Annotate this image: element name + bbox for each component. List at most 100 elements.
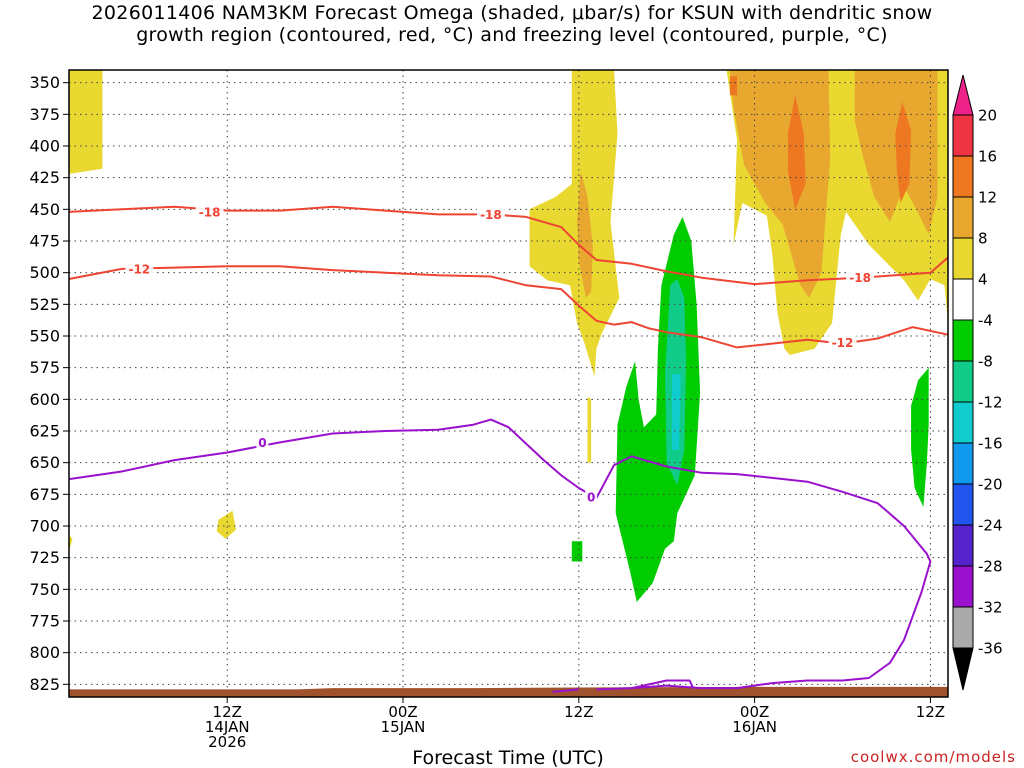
colorbar-label-8: 8 (978, 230, 988, 248)
colorbar-bin--28--24 (952, 524, 974, 567)
y-tick-label-675: 675 (29, 485, 60, 504)
grid-lines (69, 70, 948, 697)
omega-region-5 (577, 171, 593, 298)
chart-title-line1: 2026011406 NAM3KM Forecast Omega (shaded… (91, 2, 933, 24)
colorbar-label--12: -12 (978, 394, 1003, 412)
x-tick-label-26-0: 12Z (564, 703, 593, 721)
colorbar-label-12: 12 (978, 189, 997, 207)
x-tick-label-6-0: 12Z (213, 703, 242, 721)
contour-label-bg (476, 207, 505, 222)
y-axis: 350 375 400 425 450 475 500 525 550 575 600 625 650 6… (29, 73, 69, 694)
contour-label-0-1: 0 (587, 490, 595, 504)
omega-region-11 (730, 76, 737, 96)
y-tick-label-650: 650 (29, 453, 60, 472)
omega-region-16 (911, 367, 929, 507)
x-tick-label-46-0: 12Z (916, 703, 945, 721)
colorbar-bin-16-20 (952, 114, 974, 157)
contour--18-0 (68, 205, 949, 286)
ground-layer (69, 686, 948, 697)
x-tick-label-16-0: 00Z (388, 703, 417, 721)
chart-title-line2: growth region (contoured, red, °C) and f… (136, 24, 888, 46)
colorbar-bin--24--20 (952, 483, 974, 526)
contour-label-bg (256, 435, 269, 450)
chart-title: 2026011406 NAM3KM Forecast Omega (shaded… (0, 2, 1024, 46)
omega-region-10 (895, 101, 912, 203)
y-tick-label-575: 575 (29, 358, 60, 377)
y-tick-label-625: 625 (29, 422, 60, 441)
y-tick-label-700: 700 (29, 517, 60, 536)
y-tick-label-600: 600 (29, 390, 60, 409)
contour-label--12-0: -12 (128, 262, 150, 276)
y-tick-label-550: 550 (29, 327, 60, 346)
contour-label--18-1: -18 (480, 208, 502, 222)
colorbar-label--16: -16 (978, 435, 1003, 453)
colorbar-bin--12--8 (952, 360, 974, 403)
colorbar-overflow-low (952, 647, 974, 691)
colorbar-label--24: -24 (978, 517, 1003, 535)
contour--12-1 (68, 265, 949, 349)
x-axis-label: Forecast Time (UTC) (412, 747, 603, 768)
y-tick-label-350: 350 (29, 73, 60, 92)
contour-label-bg (585, 489, 598, 504)
colorbar-label--32: -32 (978, 599, 1003, 617)
colorbar-bin-8-12 (952, 196, 974, 239)
x-tick-label-6-1: 14JAN (205, 718, 250, 736)
y-tick-label-500: 500 (29, 263, 60, 282)
colorbar-overflow-high (952, 74, 974, 116)
colorbar-label-16: 16 (978, 148, 997, 166)
omega-region-8 (854, 70, 938, 235)
omega-region-3 (529, 70, 620, 377)
contour-label--18-2: -18 (849, 271, 871, 285)
x-tick-label-36-1: 16JAN (732, 718, 777, 736)
contour-label-0-0: 0 (258, 436, 266, 450)
y-tick-label-825: 825 (29, 675, 60, 694)
x-tick-label-36-0: 00Z (740, 703, 769, 721)
colorbar-bin--20--16 (952, 442, 974, 485)
y-tick-label-750: 750 (29, 580, 60, 599)
credit-text: coolwx.com/models (850, 748, 1016, 766)
omega-region-7 (730, 70, 831, 298)
omega-region-12 (571, 541, 583, 562)
y-tick-label-400: 400 (29, 137, 60, 156)
y-tick-label-450: 450 (29, 200, 60, 219)
colorbar-bin--4-4 (952, 278, 974, 321)
colorbar-label--20: -20 (978, 476, 1003, 494)
colorbar-bin--8--4 (952, 319, 974, 362)
colorbar-label--8: -8 (978, 353, 993, 371)
y-tick-label-800: 800 (29, 643, 60, 662)
x-tick-label-16-1: 15JAN (381, 718, 426, 736)
colorbar-label-20: 20 (978, 107, 997, 125)
omega-region-4 (587, 396, 592, 463)
contour-label-bg (125, 261, 154, 276)
y-tick-label-725: 725 (29, 548, 60, 567)
y-tick-label-375: 375 (29, 105, 60, 124)
colorbar-bin--36--32 (952, 606, 974, 649)
contour-label--18-0: -18 (199, 205, 221, 219)
omega-region-9 (788, 95, 806, 210)
omega-region-2 (216, 510, 236, 539)
x-tick-label-6-2: 2026 (208, 733, 246, 751)
contour-0-4 (631, 679, 695, 690)
contour-label-bg (846, 270, 875, 285)
contour-0-3 (552, 688, 579, 693)
colorbar: 20 16 12 8 4 -4 -8 -12 -16 -20 -24 -28 -32 -36 (952, 74, 1003, 691)
omega-region-0 (69, 70, 103, 174)
contour-label-bg (828, 335, 857, 350)
contour-layer: -18 -18 -18 -12 -12 0 0 (68, 204, 949, 693)
colorbar-label--28: -28 (978, 558, 1003, 576)
colorbar-bin--32--28 (952, 565, 974, 608)
contour-label--12-1: -12 (832, 336, 854, 350)
colorbar-label--4: -4 (978, 312, 993, 330)
colorbar-label-4: 4 (978, 271, 988, 289)
y-tick-label-525: 525 (29, 295, 60, 314)
contour-0-2 (68, 418, 932, 691)
colorbar-label--36: -36 (978, 640, 1003, 658)
colorbar-bin-4-8 (952, 237, 974, 280)
omega-shading-layer (69, 70, 948, 602)
plot-frame (68, 69, 949, 698)
y-tick-label-775: 775 (29, 612, 60, 631)
omega-region-1 (69, 534, 73, 552)
ground-terrain (69, 686, 948, 697)
